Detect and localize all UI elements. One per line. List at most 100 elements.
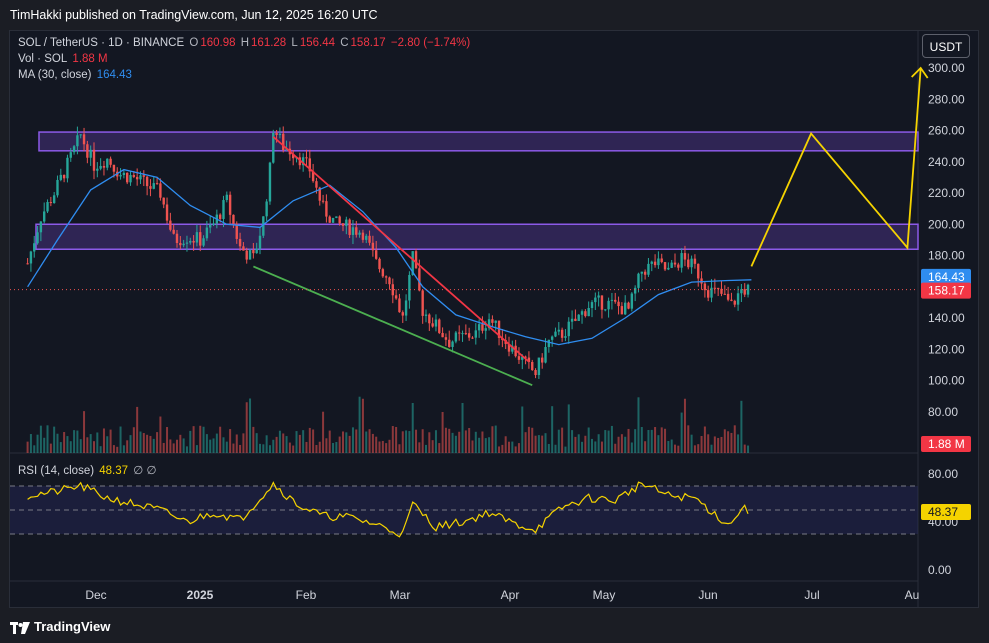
candle-body	[537, 357, 541, 376]
candle-body	[707, 290, 710, 298]
ma-legend: MA (30, close) 164.43	[18, 69, 134, 81]
volume-bar	[185, 446, 188, 453]
candle-body	[587, 307, 590, 317]
candle-body	[222, 200, 225, 219]
candle-body	[56, 179, 59, 196]
volume-bar	[136, 406, 139, 453]
volume-bar	[541, 435, 544, 453]
candle-body	[149, 186, 152, 189]
candle-body	[467, 333, 471, 338]
volume-bar	[119, 426, 122, 453]
candle-body	[398, 298, 401, 313]
candle-body	[365, 235, 368, 240]
volume-bar	[567, 404, 570, 453]
candle-body	[109, 158, 112, 165]
volume-bar	[49, 443, 52, 453]
volume-bar	[295, 431, 298, 453]
time-tick-label: Jun	[698, 588, 717, 602]
volume-bar	[491, 426, 494, 453]
volume-bar	[375, 436, 378, 453]
candle-body	[39, 221, 43, 233]
candle-body	[580, 311, 584, 315]
volume-bar	[348, 435, 351, 453]
volume-bar	[199, 425, 202, 453]
volume-bar	[156, 432, 159, 453]
volume-bar	[272, 439, 275, 453]
volume-bar	[637, 397, 640, 453]
volume-bar	[650, 429, 653, 453]
price-tick-label: 300.00	[928, 61, 965, 75]
chart-svg[interactable]: 300.00 280.00 260.00 240.00 220.00 200.00 180.…	[10, 31, 978, 607]
candle-body	[368, 235, 371, 243]
candle-body	[740, 289, 743, 294]
volume-bar	[411, 402, 414, 453]
volume-bar	[584, 435, 587, 453]
candle-body	[720, 288, 723, 294]
candle-body	[69, 152, 72, 158]
close-label: C	[340, 37, 349, 49]
candle-body	[265, 201, 268, 217]
volume-bar	[524, 432, 527, 453]
ma-price-badge: 164.43	[928, 270, 965, 284]
volume-bar	[733, 425, 736, 453]
candle-body	[72, 146, 76, 153]
volume-bar	[53, 426, 56, 453]
candle-body	[155, 183, 159, 185]
candle-body	[165, 204, 169, 221]
volume-bar	[288, 442, 291, 453]
volume-bar	[401, 431, 404, 453]
candle-body	[358, 232, 361, 235]
volume-bar	[325, 438, 328, 453]
volume-bar	[700, 436, 703, 453]
candle-body	[46, 202, 49, 212]
volume-bar	[604, 430, 607, 453]
volume-bar	[677, 445, 680, 453]
tradingview-footer[interactable]: TradingView	[10, 617, 110, 637]
volume-bar	[747, 445, 750, 453]
candle-body	[474, 330, 477, 338]
volume-bar	[358, 396, 361, 453]
volume-bar	[478, 437, 481, 453]
time-tick-label: May	[593, 588, 616, 602]
candle-body	[643, 271, 647, 275]
volume-bar	[498, 446, 501, 453]
volume-bar	[192, 426, 195, 453]
candle-body	[142, 175, 145, 177]
candle-body	[92, 149, 96, 171]
candle-body	[212, 223, 215, 225]
volume-bar	[531, 427, 534, 453]
volume-bar	[727, 431, 730, 453]
candle-body	[617, 301, 620, 307]
volume-bar	[381, 440, 384, 453]
volume-bar	[59, 442, 62, 453]
candle-body	[454, 332, 458, 342]
candle-body	[600, 295, 604, 310]
time-tick-label: Jul	[804, 588, 819, 602]
open-label: O	[189, 37, 199, 49]
candle-body	[199, 232, 202, 246]
volume-bar	[308, 427, 311, 453]
candle-body	[670, 262, 673, 268]
volume-bar	[425, 444, 427, 453]
publisher-line: TimHakki published on TradingView.com, J…	[10, 8, 378, 22]
rsi-label: RSI (14, close)	[18, 465, 95, 477]
candle-body	[550, 336, 554, 340]
candle-body	[169, 220, 172, 230]
candle-body	[614, 299, 617, 302]
volume-bar	[342, 431, 344, 453]
volume-bar	[737, 434, 740, 453]
candle-body	[726, 293, 730, 300]
candle-body	[238, 238, 242, 247]
volume-bar	[597, 434, 600, 453]
price-tick-label: 180.00	[928, 249, 965, 263]
chart-frame[interactable]: 300.00 280.00 260.00 240.00 220.00 200.00 180.…	[9, 30, 979, 608]
candle-body	[192, 240, 195, 243]
volume-bar	[285, 436, 288, 453]
volume-value: 1.88 M	[72, 53, 108, 65]
time-tick-label: 2025	[187, 588, 214, 602]
volume-bar	[494, 425, 497, 453]
currency-button[interactable]: USDT	[922, 34, 970, 58]
candle-body	[172, 229, 175, 234]
candle-body	[411, 251, 414, 275]
candle-body	[159, 183, 162, 198]
